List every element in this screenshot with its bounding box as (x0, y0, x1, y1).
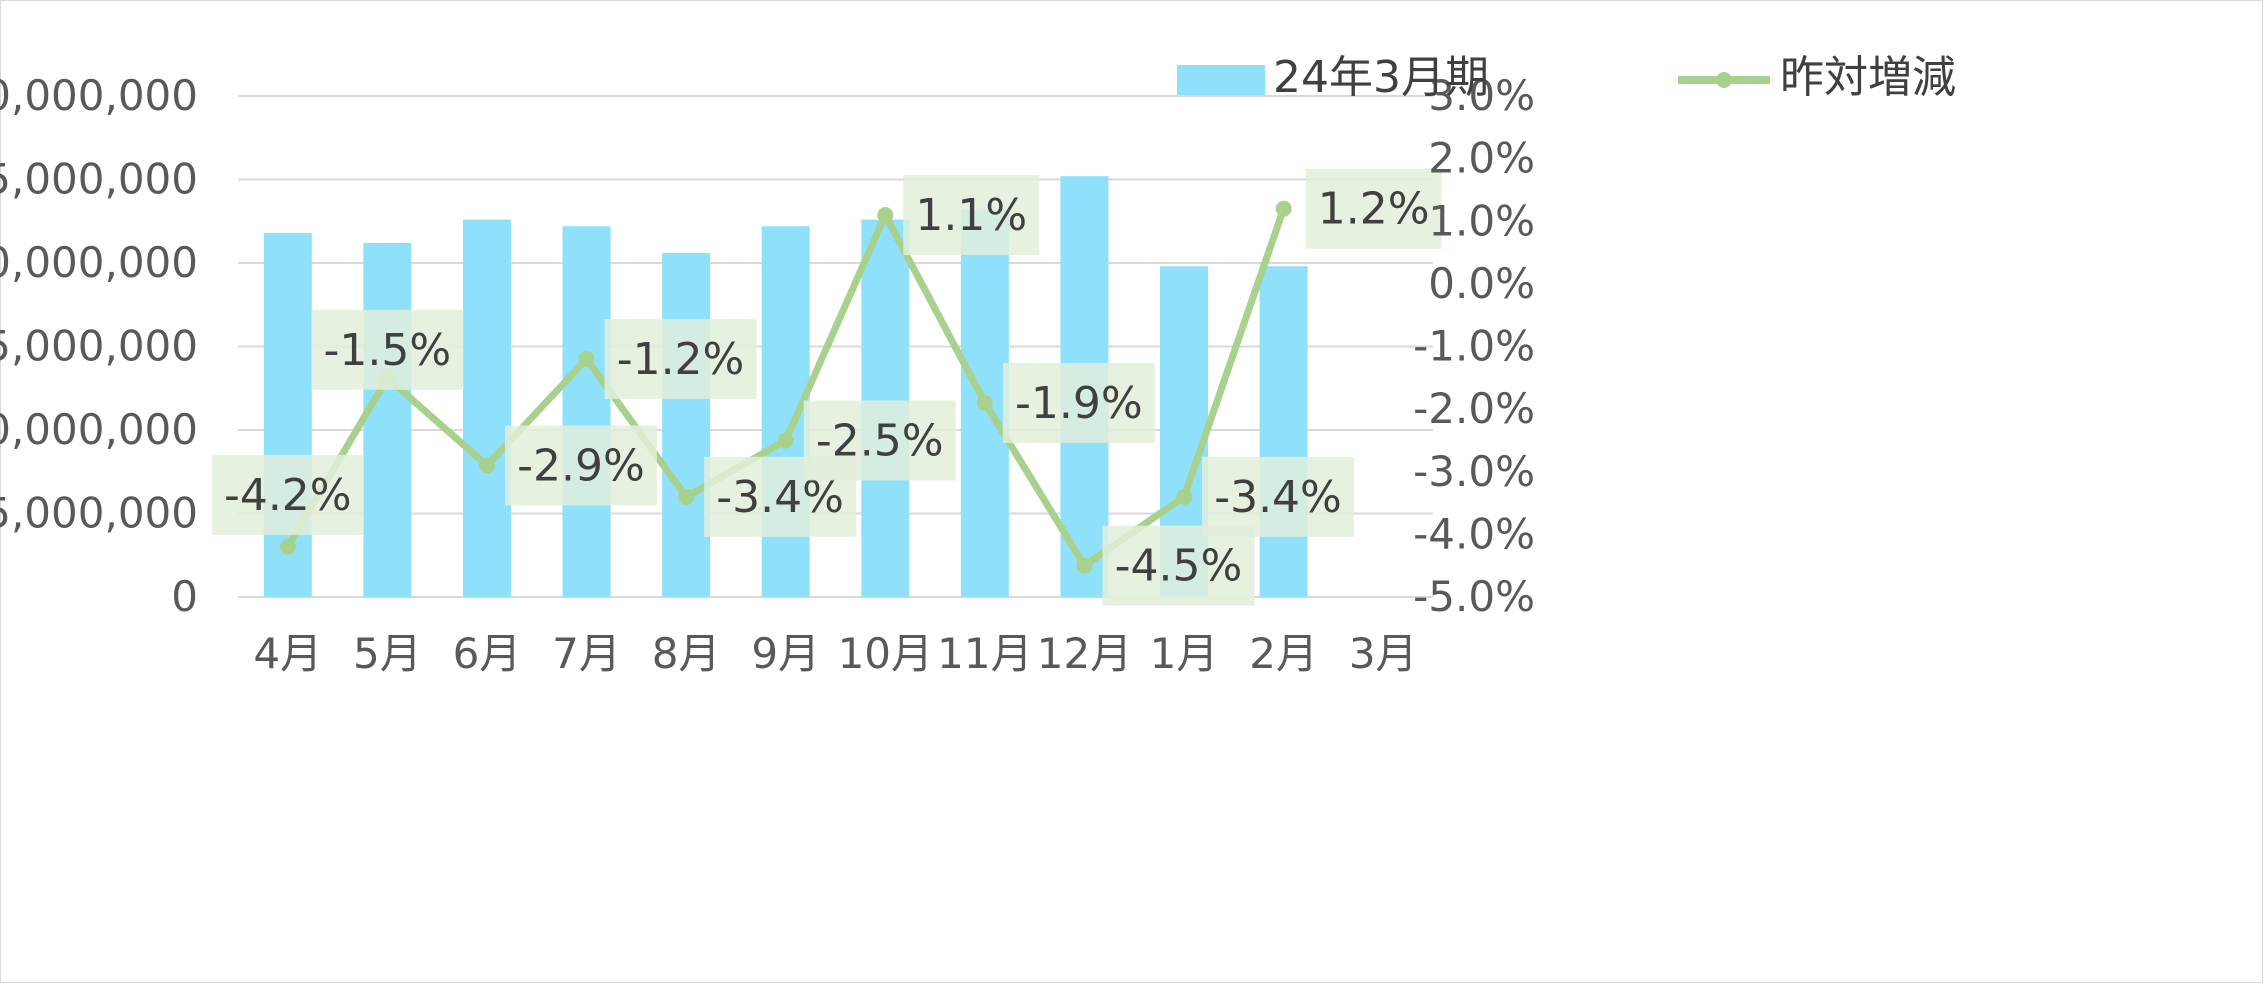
line-point (279, 538, 296, 555)
line-point (976, 394, 993, 411)
bar (363, 242, 412, 597)
right-axis-tick-label: 0.0% (1428, 259, 1535, 308)
data-label: 1.2% (1318, 184, 1430, 235)
left-axis-tick-label: 100,000,000 (0, 238, 198, 287)
line-point (1076, 557, 1093, 574)
data-label-box (1002, 362, 1155, 443)
x-axis-tick-label: 4月 (253, 629, 322, 678)
data-label: -1.9% (1015, 378, 1143, 429)
x-axis-tick-label: 7月 (552, 629, 621, 678)
data-label: 1.1% (915, 190, 1027, 241)
line-point (1176, 488, 1193, 505)
data-label: -1.2% (617, 334, 745, 385)
legend-label-line: 昨対増減 (1780, 52, 1956, 103)
legend-label-bar: 24年3月期 (1273, 52, 1489, 103)
data-label-box (1202, 456, 1355, 537)
line-point (877, 206, 894, 223)
right-axis-tick-label: -4.0% (1413, 509, 1535, 558)
bar (662, 252, 711, 598)
data-label: -4.5% (1115, 541, 1243, 592)
right-axis-tick-label: 1.0% (1428, 196, 1535, 245)
x-axis-tick-label: 6月 (453, 629, 522, 678)
left-axis-tick-label: 25,000,000 (0, 489, 198, 538)
x-axis-tick-label: 10月 (838, 629, 933, 678)
data-label-box (504, 425, 657, 506)
x-axis-tick-label: 9月 (751, 629, 820, 678)
x-axis-tick-label: 8月 (652, 629, 721, 678)
data-label: -2.9% (517, 440, 645, 491)
right-axis-tick-label: -3.0% (1413, 447, 1535, 496)
bar (263, 232, 312, 597)
data-labels: -4.2% -1.5% -2.9% -1.2% -3.4% -2.5% 1.1% -1.9% -… (211, 168, 1442, 606)
bar (1259, 266, 1308, 597)
left-axis-tick-label: 125,000,000 (0, 155, 198, 204)
x-axis-tick-label: 5月 (353, 629, 422, 678)
line-point (578, 351, 595, 368)
right-axis-tick-label: 2.0% (1428, 134, 1535, 183)
right-axis-tick-label: 3.0% (1428, 71, 1535, 120)
line-point (1275, 200, 1292, 217)
data-label-box (1305, 168, 1442, 249)
bar (761, 226, 810, 597)
left-axis-tick-label: 0 (171, 572, 198, 621)
legend-bar-swatch (1177, 65, 1265, 95)
x-axis-tick-label: 3月 (1349, 629, 1418, 678)
line-point (478, 457, 495, 474)
data-label: -1.5% (324, 325, 452, 376)
data-label: -3.4% (1214, 472, 1342, 523)
bar (462, 219, 511, 597)
bar (562, 226, 611, 597)
data-label: -2.5% (816, 415, 944, 466)
data-label-box (803, 400, 956, 481)
x-axis-tick-label: 11月 (937, 629, 1032, 678)
right-axis-tick-label: -5.0% (1413, 572, 1535, 621)
right-axis: -5.0% -4.0% -3.0% -2.0% -1.0% 0.0% 1.0% 2.0% 3.0… (1413, 71, 1535, 621)
data-label-box (211, 454, 364, 535)
x-axis: 4月 5月 6月 7月 8月 9月 10月 11月 12月 1月 2月 3月 (253, 629, 1417, 678)
x-axis-tick-label: 2月 (1249, 629, 1318, 678)
right-axis-tick-label: -2.0% (1413, 384, 1535, 433)
line-point (777, 432, 794, 449)
right-axis-tick-label: -1.0% (1413, 322, 1535, 371)
legend-line-marker (1716, 72, 1732, 88)
data-label-box (604, 319, 757, 400)
left-axis-tick-label: 75,000,000 (0, 322, 198, 371)
line-point (678, 488, 695, 505)
data-label-box (311, 309, 464, 390)
x-axis-tick-label: 12月 (1037, 629, 1132, 678)
left-axis: 0 25,000,000 50,000,000 75,000,000 100,000,0… (0, 71, 198, 621)
legend: 24年3月期 昨対増減 (1177, 52, 1956, 103)
left-axis-tick-label: 50,000,000 (0, 405, 198, 454)
left-axis-tick-label: 150,000,000 (0, 71, 198, 120)
data-label-box (1102, 525, 1255, 606)
data-label: -4.2% (224, 470, 352, 521)
x-axis-tick-label: 1月 (1150, 629, 1219, 678)
data-label-box (903, 174, 1040, 255)
